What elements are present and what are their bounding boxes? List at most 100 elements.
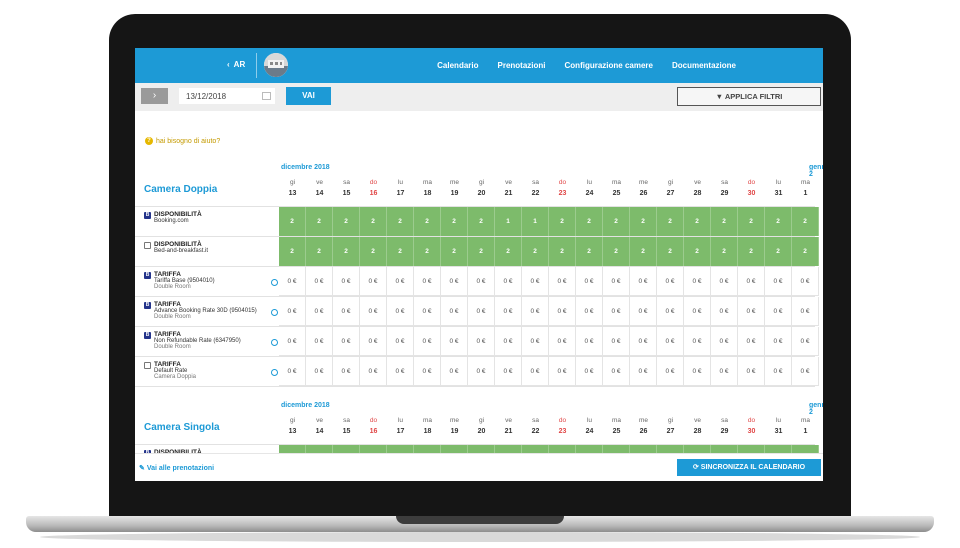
calendar-cell[interactable]: 0 € <box>333 327 360 356</box>
calendar-cell[interactable]: 0 € <box>279 267 306 296</box>
calendar-cell[interactable]: 0 € <box>522 297 549 326</box>
calendar-cell[interactable]: 0 € <box>522 267 549 296</box>
calendar-cell[interactable]: 0 € <box>792 297 819 326</box>
calendar-cell[interactable]: 0 € <box>333 357 360 386</box>
calendar-cell[interactable]: 0 € <box>738 267 765 296</box>
nav-configurazione-camere[interactable]: Configurazione camere <box>564 61 653 70</box>
calendar-cell[interactable]: 0 € <box>630 297 657 326</box>
calendar-cell[interactable]: 2 <box>630 207 657 236</box>
calendar-cell[interactable]: 0 € <box>360 297 387 326</box>
calendar-cell[interactable]: 0 € <box>387 327 414 356</box>
calendar-cell[interactable]: 2 <box>414 207 441 236</box>
calendar-cell[interactable]: 0 € <box>333 267 360 296</box>
calendar-cell[interactable]: 0 € <box>711 297 738 326</box>
calendar-cell[interactable]: 0 € <box>279 327 306 356</box>
calendar-cell[interactable]: 2 <box>387 237 414 266</box>
calendar-cell[interactable]: 0 € <box>765 327 792 356</box>
calendar-cell[interactable]: 0 € <box>495 357 522 386</box>
calendar-cell[interactable]: 2 <box>468 207 495 236</box>
calendar-cell[interactable]: 2 <box>603 207 630 236</box>
calendar-cell[interactable]: 1 <box>522 207 549 236</box>
calendar-cell[interactable]: 2 <box>495 237 522 266</box>
calendar-cell[interactable]: 2 <box>738 207 765 236</box>
calendar-cell[interactable]: 0 € <box>468 327 495 356</box>
calendar-cell[interactable]: 0 € <box>549 357 576 386</box>
calendar-cell[interactable]: 0 € <box>360 357 387 386</box>
calendar-cell[interactable]: 2 <box>441 237 468 266</box>
calendar-cell[interactable]: 2 <box>792 237 819 266</box>
calendar-cell[interactable]: 2 <box>630 237 657 266</box>
calendar-cell[interactable]: 0 € <box>630 327 657 356</box>
calendar-cell[interactable]: 0 € <box>684 267 711 296</box>
nav-calendario[interactable]: Calendario <box>437 61 479 70</box>
calendar-cell[interactable]: 0 € <box>792 267 819 296</box>
calendar-cell[interactable]: 0 € <box>468 297 495 326</box>
calendar-cell[interactable]: 0 € <box>603 267 630 296</box>
calendar-cell[interactable]: 0 € <box>441 297 468 326</box>
calendar-cell[interactable]: 2 <box>333 237 360 266</box>
calendar-cell[interactable]: 2 <box>684 237 711 266</box>
calendar-cell[interactable]: 0 € <box>684 297 711 326</box>
calendar-cell[interactable]: 2 <box>738 237 765 266</box>
calendar-cell[interactable]: 0 € <box>603 327 630 356</box>
sync-calendar-button[interactable]: ⟳ SINCRONIZZA IL CALENDARIO <box>677 459 821 476</box>
calendar-cell[interactable]: 0 € <box>576 267 603 296</box>
nav-documentazione[interactable]: Documentazione <box>671 61 736 70</box>
calendar-cell[interactable]: 0 € <box>738 327 765 356</box>
next-period-button[interactable]: › <box>141 88 168 104</box>
calendar-cell[interactable]: 0 € <box>738 297 765 326</box>
calendar-cell[interactable]: 2 <box>576 237 603 266</box>
calendar-cell[interactable]: 0 € <box>441 357 468 386</box>
calendar-cell[interactable]: 0 € <box>657 327 684 356</box>
calendar-cell[interactable]: 0 € <box>549 297 576 326</box>
back-button[interactable]: ‹ AR <box>227 60 245 69</box>
calendar-cell[interactable]: 2 <box>765 237 792 266</box>
calendar-cell[interactable]: 0 € <box>441 267 468 296</box>
calendar-cell[interactable]: 2 <box>306 207 333 236</box>
calendar-cell[interactable]: 0 € <box>279 297 306 326</box>
calendar-cell[interactable]: 0 € <box>603 357 630 386</box>
calendar-cell[interactable]: 2 <box>360 207 387 236</box>
calendar-cell[interactable]: 0 € <box>306 357 333 386</box>
calendar-cell[interactable]: 2 <box>441 207 468 236</box>
calendar-cell[interactable]: 0 € <box>387 267 414 296</box>
calendar-cell[interactable]: 2 <box>522 237 549 266</box>
calendar-cell[interactable]: 0 € <box>630 267 657 296</box>
calendar-cell[interactable]: 2 <box>792 207 819 236</box>
calendar-cell[interactable]: 0 € <box>306 267 333 296</box>
calendar-cell[interactable]: 0 € <box>495 327 522 356</box>
calendar-cell[interactable]: 2 <box>549 207 576 236</box>
calendar-cell[interactable]: 0 € <box>522 357 549 386</box>
calendar-cell[interactable]: 2 <box>279 207 306 236</box>
calendar-cell[interactable]: 0 € <box>684 327 711 356</box>
calendar-cell[interactable]: 0 € <box>279 357 306 386</box>
calendar-cell[interactable]: 0 € <box>360 327 387 356</box>
calendar-cell[interactable]: 2 <box>603 237 630 266</box>
calendar-cell[interactable]: 2 <box>657 207 684 236</box>
calendar-cell[interactable]: 0 € <box>576 327 603 356</box>
calendar-cell[interactable]: 2 <box>549 237 576 266</box>
calendar-cell[interactable]: 0 € <box>387 357 414 386</box>
calendar-cell[interactable]: 0 € <box>792 327 819 356</box>
calendar-cell[interactable]: 2 <box>414 237 441 266</box>
nav-prenotazioni[interactable]: Prenotazioni <box>497 61 546 70</box>
gear-icon[interactable] <box>271 279 278 286</box>
calendar-cell[interactable]: 1 <box>495 207 522 236</box>
calendar-cell[interactable]: 0 € <box>306 327 333 356</box>
calendar-cell[interactable]: 0 € <box>765 357 792 386</box>
calendar-cell[interactable]: 0 € <box>495 267 522 296</box>
calendar-cell[interactable]: 2 <box>333 207 360 236</box>
calendar-cell[interactable]: 2 <box>657 237 684 266</box>
avatar[interactable] <box>264 53 288 77</box>
date-input[interactable] <box>179 88 275 104</box>
go-to-bookings-link[interactable]: ✎ Vai alle prenotazioni <box>139 464 214 472</box>
calendar-cell[interactable]: 0 € <box>603 297 630 326</box>
calendar-cell[interactable]: 0 € <box>630 357 657 386</box>
calendar-cell[interactable]: 0 € <box>792 357 819 386</box>
gear-icon[interactable] <box>271 339 278 346</box>
calendar-cell[interactable]: 2 <box>711 237 738 266</box>
calendar-cell[interactable]: 2 <box>711 207 738 236</box>
calendar-cell[interactable]: 0 € <box>360 267 387 296</box>
calendar-cell[interactable]: 0 € <box>414 357 441 386</box>
calendar-cell[interactable]: 2 <box>279 237 306 266</box>
